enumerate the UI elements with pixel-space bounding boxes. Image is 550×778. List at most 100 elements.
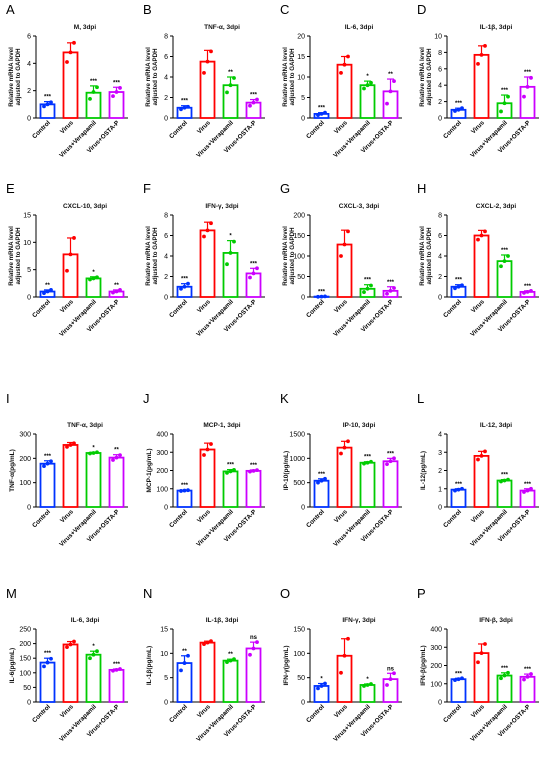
y-tick-label: 0: [164, 116, 168, 123]
data-point: [49, 100, 53, 105]
data-point: [111, 668, 115, 673]
y-tick-label: 50: [297, 274, 305, 281]
significance-label: ***: [318, 106, 326, 112]
data-point: [525, 289, 530, 294]
significance-label: ***: [250, 93, 258, 99]
y-tick-label: 3: [438, 450, 442, 457]
data-point: [225, 660, 229, 664]
panel-title: IL-1β, 3dpi: [205, 617, 239, 624]
y-axis-label-line1: Relative mRNA level: [282, 47, 289, 107]
x-tick-label: Virus: [333, 119, 349, 135]
chart-g: 0 50 100 150 200 Relative mRNA level adjusted …: [282, 213, 402, 338]
bar: [359, 84, 376, 119]
panel-title: TNF-α, 3dpi: [67, 422, 103, 429]
y-tick-label: 15: [160, 627, 168, 634]
significance-label: *: [320, 677, 323, 683]
y-tick-label: 6: [438, 233, 442, 240]
y-axis-label-line2: adjusted to GAPDH: [15, 48, 22, 106]
data-point: [479, 651, 484, 655]
chart-c: 0 5 10 15 20 Relative mRNA level adjusted to G…: [282, 34, 402, 159]
x-tick-label: Virus: [470, 119, 486, 135]
y-tick-label: 0: [27, 505, 31, 512]
data-point: [228, 251, 233, 255]
data-point: [385, 291, 389, 296]
y-tick-label: 15: [23, 213, 31, 220]
data-point: [506, 254, 510, 258]
data-point: [202, 234, 206, 239]
data-point: [248, 652, 252, 657]
y-tick-label: 200: [19, 456, 31, 463]
data-point: [255, 266, 259, 271]
significance-label: ***: [90, 79, 98, 85]
data-point: [228, 658, 233, 663]
y-tick-label: 4: [438, 432, 442, 439]
bar: [62, 253, 79, 298]
data-point: [179, 286, 183, 291]
data-point: [232, 657, 236, 662]
panel-i: I TNF-α, 3dpi 0 100 200 300 TNF-α(pg/mL) *** C…: [0, 389, 137, 583]
data-point: [49, 459, 53, 464]
y-tick-label: 250: [19, 627, 31, 634]
panel-label: A: [6, 2, 15, 17]
y-tick-label: 100: [19, 670, 31, 677]
x-tick-label: Control: [31, 508, 52, 529]
data-point: [228, 83, 233, 88]
data-point: [316, 294, 320, 299]
significance-label: *: [366, 677, 369, 683]
panel-title: IP-10, 3dpi: [342, 422, 376, 429]
data-point: [251, 271, 256, 276]
significance-label: ***: [455, 482, 463, 488]
x-tick-label: Virus: [59, 703, 75, 719]
bar: [336, 446, 353, 508]
data-point: [88, 451, 92, 456]
data-point: [255, 640, 259, 645]
significance-label: ***: [524, 667, 532, 673]
y-tick-label: 300: [430, 645, 442, 652]
bar: [199, 60, 216, 119]
y-tick-label: 0: [164, 295, 168, 302]
data-point: [453, 488, 457, 493]
y-tick-label: 0: [164, 700, 168, 707]
significance-label: **: [114, 448, 119, 454]
data-point: [522, 291, 526, 295]
data-point: [502, 101, 507, 106]
data-point: [346, 229, 350, 234]
panel-b: B TNF-α, 3dpi 0 2 4 6 8 Relative mRNA level ad…: [137, 0, 274, 194]
bar: [39, 462, 56, 508]
data-point: [225, 90, 229, 95]
x-tick-label: Control: [442, 508, 463, 529]
y-tick-label: 0: [27, 295, 31, 302]
data-point: [323, 294, 327, 299]
bar: [199, 229, 216, 298]
data-point: [385, 683, 389, 687]
panel-label: C: [280, 2, 290, 17]
y-axis-label-line2: adjusted to GAPDH: [289, 227, 296, 285]
data-point: [362, 86, 366, 91]
panel-label: N: [143, 586, 153, 601]
data-point: [248, 103, 252, 108]
panel-title: M, 3dpi: [73, 24, 97, 31]
y-tick-label: 0: [301, 700, 305, 707]
data-point: [365, 460, 370, 465]
chart-d: 0 2 4 6 8 10 Relative mRNA level adjusted to GA…: [419, 34, 539, 159]
y-tick-label: 200: [156, 468, 168, 475]
bar: [199, 641, 216, 703]
data-point: [529, 75, 533, 80]
significance-label: **: [182, 649, 187, 655]
y-tick-label: 0: [438, 295, 442, 302]
data-point: [388, 89, 393, 94]
data-point: [476, 61, 480, 66]
y-axis-label-line1: Relative mRNA level: [419, 226, 426, 286]
bar: [473, 652, 490, 703]
bar: [222, 252, 239, 298]
data-point: [499, 676, 503, 681]
data-point: [339, 71, 343, 75]
significance-label: ***: [455, 278, 463, 284]
panel-m: M IL-6, 3dpi 0 50 100 150 200 250 IL-6(pg/mL) *…: [0, 584, 137, 778]
x-tick-label: Control: [168, 119, 189, 140]
y-tick-label: 0: [301, 505, 305, 512]
panel-label: P: [417, 586, 426, 601]
data-point: [186, 104, 190, 109]
y-axis-label: IL-6(pg/mL): [9, 648, 16, 683]
y-axis-label-line2: adjusted to GAPDH: [426, 227, 433, 285]
